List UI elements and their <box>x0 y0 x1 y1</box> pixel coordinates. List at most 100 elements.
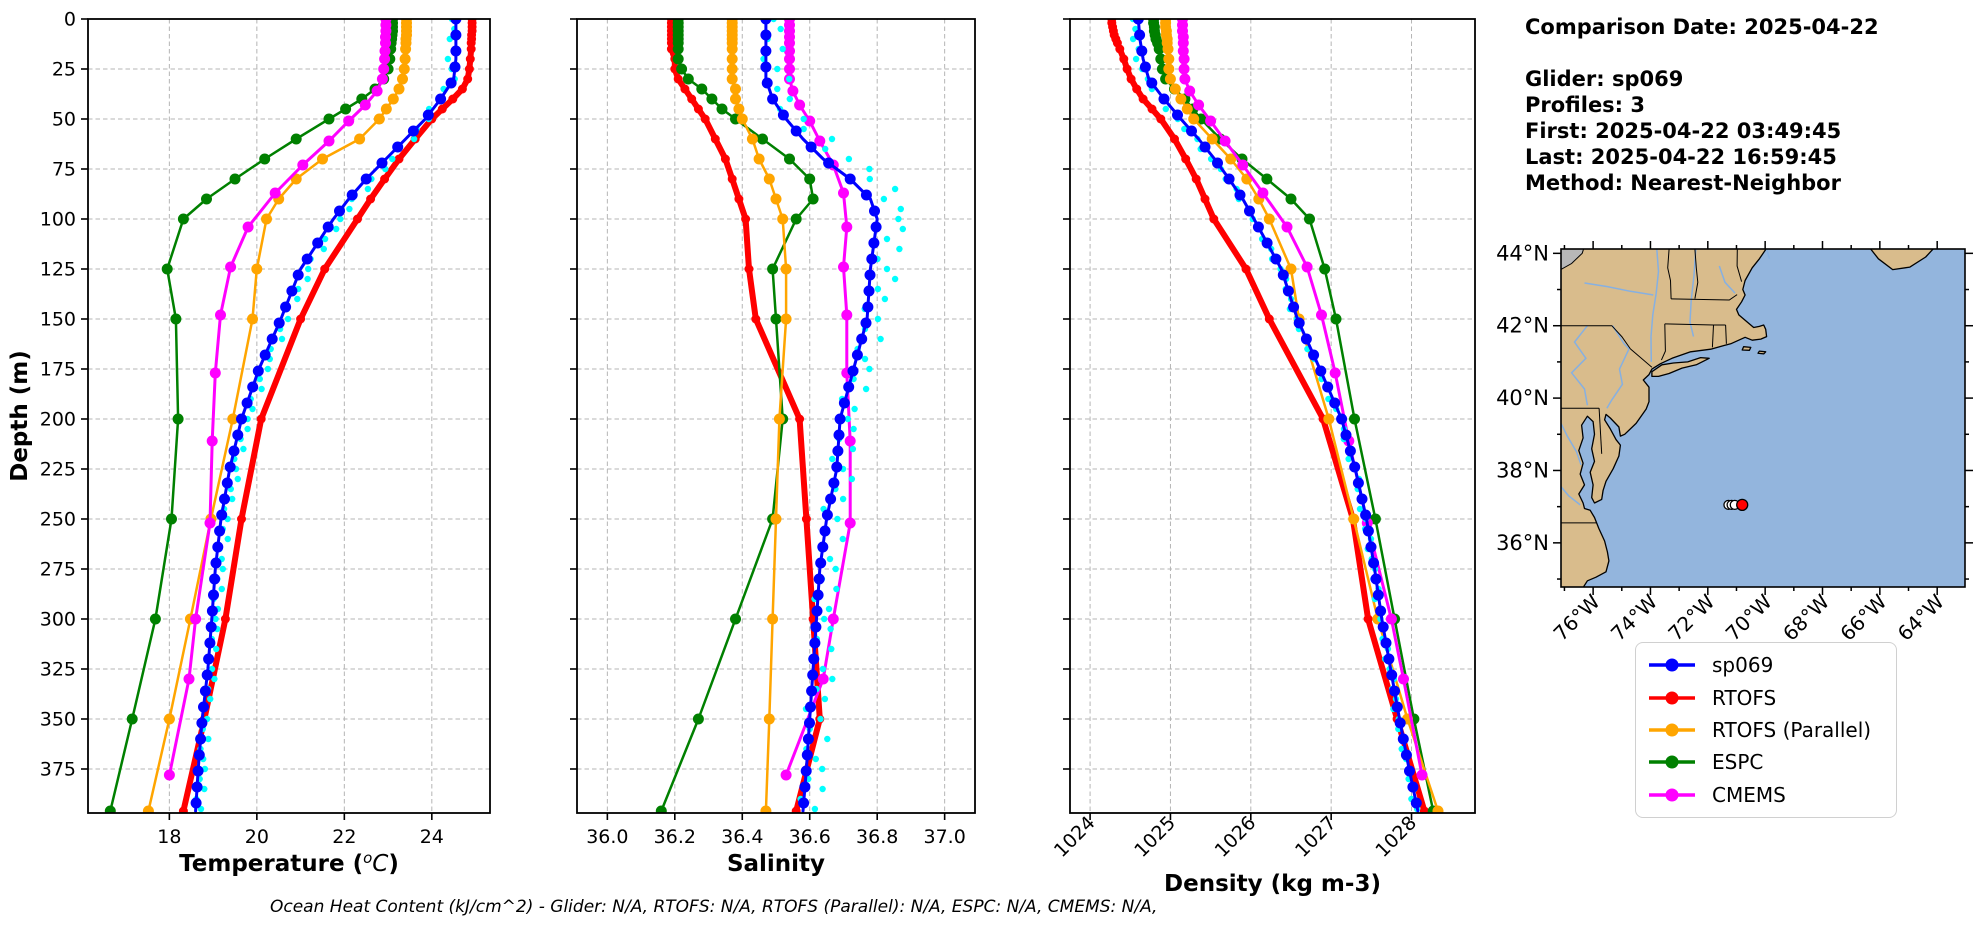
map-state-border <box>1711 324 1714 348</box>
ytick-label: 275 <box>40 559 76 581</box>
map-lon-label: 74°W <box>1606 589 1662 645</box>
series-rtofs_parallel-salinity <box>726 19 792 813</box>
map-lat-label: 36°N <box>1496 531 1549 555</box>
ytick-label: 100 <box>40 209 76 231</box>
ytick-label: 375 <box>40 759 76 781</box>
xtick-label: 36.6 <box>789 826 831 848</box>
legend: sp069 RTOFS RTOFS (Parallel) ESPC CMEMS <box>1635 642 1897 818</box>
ytick-label: 350 <box>40 709 76 731</box>
map-state-border <box>1694 249 1699 299</box>
map-river <box>1718 265 1736 294</box>
map-state-border <box>1598 408 1603 454</box>
series-rtofs-temperature <box>178 19 477 813</box>
legend-item-espc: ESPC <box>1646 750 1886 774</box>
comparison-date: Comparison Date: 2025-04-22 <box>1525 15 1879 39</box>
ytick-label: 200 <box>40 409 76 431</box>
map-state-border <box>1561 325 1631 350</box>
xtick-label: 36.0 <box>586 826 628 848</box>
legend-item-cmems: CMEMS <box>1646 783 1886 807</box>
series-sp069-density <box>1132 19 1422 813</box>
map-lon-label: 72°W <box>1663 589 1719 645</box>
rtofs-line-marker-icon <box>1649 691 1695 705</box>
map-river <box>1561 423 1582 466</box>
map-river <box>1570 325 1589 406</box>
legend-label: RTOFS (Parallel) <box>1712 717 1872 742</box>
legend-item-rtofs: RTOFS <box>1646 686 1886 710</box>
xaxis-label-salinity: Salinity <box>727 851 825 877</box>
grid-temperature <box>88 18 490 813</box>
rtofs-parallel-line-marker-icon <box>1649 723 1695 737</box>
map-land <box>1651 356 1710 378</box>
map-lat-label: 44°N <box>1496 241 1549 265</box>
map-state-border <box>1736 249 1743 282</box>
method: Method: Nearest-Neighbor <box>1525 171 1841 195</box>
map-river <box>1650 249 1660 362</box>
panel-temperature: 18 20 22 24 0 25 50 75 100 125 150 175 200 225 250 275 3… <box>40 9 491 877</box>
map-river <box>1689 249 1697 337</box>
legend-label: CMEMS <box>1712 782 1786 807</box>
map-lon-label: 66°W <box>1835 589 1891 645</box>
model-position-marker <box>1736 498 1749 512</box>
map-lat-label: 40°N <box>1496 386 1549 410</box>
series-rtofs_parallel-density <box>1160 19 1444 813</box>
ytick-label: 25 <box>52 59 76 81</box>
xtick-label: 36.4 <box>721 826 763 848</box>
map-state-border <box>1725 324 1727 344</box>
map-lon-label: 70°W <box>1721 589 1777 645</box>
map-state-border <box>1660 323 1666 361</box>
xtick-label: 1025 <box>1130 812 1180 862</box>
xtick-label: 36.2 <box>654 826 696 848</box>
ytick-label: 325 <box>40 659 76 681</box>
legend-label: sp069 <box>1712 653 1774 678</box>
map-river <box>1584 282 1654 296</box>
panel-salinity: 36.0 36.2 36.4 36.6 36.8 37.0 Salinity <box>570 18 976 877</box>
map-land <box>1741 346 1752 351</box>
xtick-label: 1026 <box>1211 812 1261 862</box>
series-cmems-salinity <box>780 19 856 781</box>
series-sp069-temperature <box>190 19 462 813</box>
ohc-caption: Ocean Heat Content (kJ/cm^2) - Glider: N… <box>270 897 1158 917</box>
legend-label: RTOFS <box>1712 685 1777 710</box>
espc-line-marker-icon <box>1649 755 1695 769</box>
map-lon-label: 76°W <box>1549 589 1605 645</box>
legend-item-rtofs-parallel: RTOFS (Parallel) <box>1646 718 1886 742</box>
series-rtofs-density <box>1107 19 1429 813</box>
first-profile-time: First: 2025-04-22 03:49:45 <box>1525 119 1842 143</box>
panel-density: 1024 1025 1026 1027 1028 Density (kg m-3) <box>1050 18 1476 897</box>
comparison-info: Comparison Date: 2025-04-22 Glider: sp06… <box>1525 14 1879 196</box>
xtick-label: 37.0 <box>923 826 965 848</box>
ytick-label: 75 <box>52 159 76 181</box>
cmems-line-marker-icon <box>1649 788 1695 802</box>
xaxis-label-density: Density (kg m-3) <box>1164 871 1381 897</box>
glider-name: Glider: sp069 <box>1525 67 1684 91</box>
xtick-label: 36.8 <box>856 826 898 848</box>
ytick-label: 175 <box>40 359 76 381</box>
yaxis-label-depth: Depth (m) <box>7 350 33 482</box>
map-lon-label: 64°W <box>1893 589 1949 645</box>
legend-label: ESPC <box>1712 750 1764 775</box>
series-sp069-salinity <box>760 19 882 813</box>
map-land <box>1869 249 1934 271</box>
map-river <box>1606 325 1630 409</box>
map-land <box>1561 249 1768 587</box>
xtick-label: 1024 <box>1050 812 1100 862</box>
xtick-label: 1027 <box>1291 812 1341 862</box>
xaxis-label-temperature: Temperature (oC) <box>179 849 399 877</box>
ytick-label: 300 <box>40 609 76 631</box>
legend-item-sp069: sp069 <box>1646 653 1886 677</box>
series-espc-temperature <box>104 19 398 813</box>
xtick-label: 20 <box>245 826 269 848</box>
series-rtofs_parallel-temperature <box>142 19 412 813</box>
ytick-label: 125 <box>40 259 76 281</box>
ytick-label: 225 <box>40 459 76 481</box>
map-land <box>1757 350 1767 355</box>
xtick-label: 18 <box>157 826 181 848</box>
map-state-border <box>1671 294 1738 301</box>
profiles-count: Profiles: 3 <box>1525 93 1646 117</box>
ytick-label: 0 <box>64 9 76 31</box>
spacer-line <box>1525 40 1879 66</box>
map-lat-label: 38°N <box>1496 458 1549 482</box>
map-state-border <box>1667 249 1672 299</box>
